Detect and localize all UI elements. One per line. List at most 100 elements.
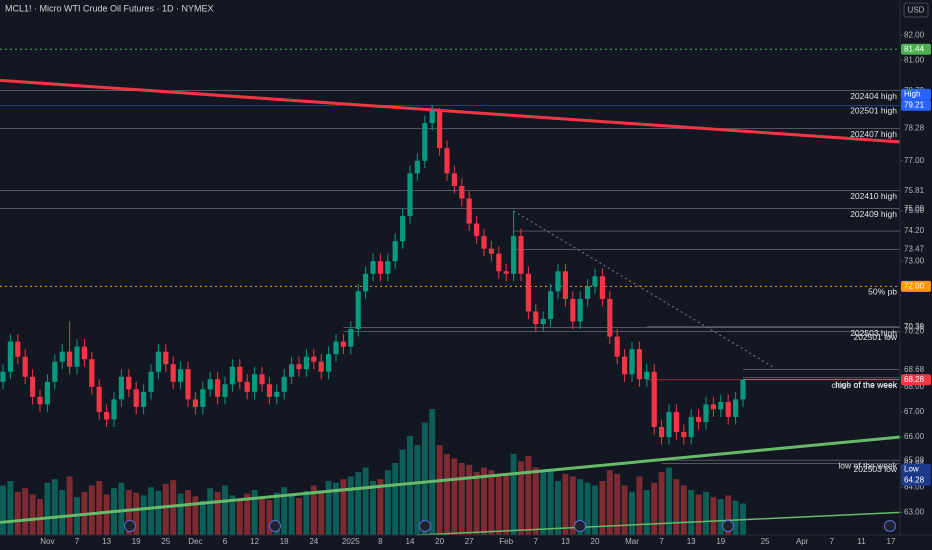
volume-bar [303, 490, 310, 535]
volume-bar [421, 422, 428, 535]
candle-body [585, 286, 591, 299]
candle-body [607, 298, 613, 337]
level-note: 202410 high [850, 191, 897, 201]
volume-bar [266, 499, 273, 535]
x-tick-label: 20 [591, 537, 600, 546]
volume-bar [429, 409, 436, 535]
volume-bar [614, 473, 621, 535]
candle-body [400, 216, 406, 242]
volume-bar [236, 499, 243, 535]
volume-bar [629, 491, 635, 535]
y-tick-label: 82.00 [904, 30, 925, 39]
candle-body [385, 261, 391, 274]
price-label: 75.09 [904, 204, 925, 213]
event-marker[interactable] [574, 520, 586, 532]
volume-bar [370, 481, 376, 535]
event-marker[interactable] [269, 520, 281, 532]
volume-bar [288, 494, 295, 535]
candle-body [296, 364, 302, 370]
candle-body [163, 351, 169, 365]
candle-body [659, 426, 665, 438]
candle-body [318, 361, 324, 372]
candle-body [266, 384, 272, 397]
candle-body [133, 389, 139, 407]
trendline [417, 511, 900, 536]
currency-box[interactable] [903, 2, 929, 18]
volume-bar [503, 473, 510, 535]
y-tick-label: 63.00 [904, 508, 925, 517]
volume-bar [118, 482, 125, 535]
volume-bar [347, 476, 354, 535]
candle-body [148, 371, 154, 392]
x-tick-label: 27 [465, 537, 474, 546]
y-tick-label: 67.00 [904, 407, 925, 416]
y-tick-label: 68.00 [904, 382, 925, 391]
candle-body [474, 223, 480, 237]
candle-body [577, 298, 583, 322]
candle-body [377, 261, 383, 274]
candle-body [666, 411, 672, 438]
level-note: low of the week [838, 460, 897, 470]
candle-body [466, 198, 472, 224]
candle-body [96, 386, 102, 412]
volume-bar [399, 449, 406, 535]
x-tick-label: 13 [687, 537, 696, 546]
trendlines [0, 78, 901, 536]
volume-bar [532, 467, 539, 535]
x-tick-label: 7 [75, 537, 80, 546]
volume-bar [717, 499, 724, 535]
level-note: 202503 high [850, 328, 897, 338]
x-tick-label: 12 [250, 537, 259, 546]
candle-body [548, 291, 554, 319]
candle-body [363, 273, 369, 292]
candle-body [37, 396, 43, 405]
event-marker[interactable] [722, 520, 734, 532]
candle-body [703, 404, 709, 422]
price-label: 70.39 [904, 322, 925, 331]
currency: USD [908, 6, 925, 15]
x-tick-label: 6 [223, 537, 228, 546]
candle-body [562, 271, 568, 299]
volume-bar [148, 487, 154, 535]
price-label: 78.28 [904, 124, 925, 133]
candle-body [303, 356, 309, 370]
candle-body [311, 356, 317, 362]
candle-body [281, 376, 287, 392]
price-pill [901, 99, 931, 111]
candle-body [696, 416, 702, 422]
event-marker[interactable] [124, 520, 136, 532]
volume [0, 409, 746, 535]
level-note: 202503 low [854, 464, 898, 474]
candle-body [599, 276, 605, 299]
candle-body [725, 401, 731, 417]
price-pill [901, 280, 931, 292]
volume-bar [229, 495, 236, 535]
x-tick-label: Nov [40, 537, 54, 546]
candles [0, 105, 746, 445]
volume-bar [488, 470, 495, 535]
volume-bar [37, 499, 43, 535]
candle-body [681, 432, 687, 438]
candle-body [651, 371, 657, 427]
volume-bar [44, 482, 51, 535]
candle-body [170, 364, 176, 382]
event-marker[interactable] [884, 520, 896, 532]
candle-body [570, 298, 576, 322]
candle-body [185, 369, 191, 400]
badge-pill [901, 88, 931, 100]
volume-bar [214, 491, 221, 535]
volume-bar [525, 455, 532, 535]
y-tick-label: 66.00 [904, 432, 925, 441]
price-label: 81.44 [904, 44, 925, 53]
event-marker[interactable] [419, 520, 431, 532]
candle-body [444, 148, 450, 174]
candle-body [622, 356, 628, 375]
candle-body [89, 359, 95, 387]
x-tick-label: 17 [887, 537, 896, 546]
candle-body [104, 411, 110, 420]
candle-body [355, 291, 361, 330]
y-tick-label: 81.00 [904, 55, 925, 64]
volume-bar [621, 485, 628, 535]
